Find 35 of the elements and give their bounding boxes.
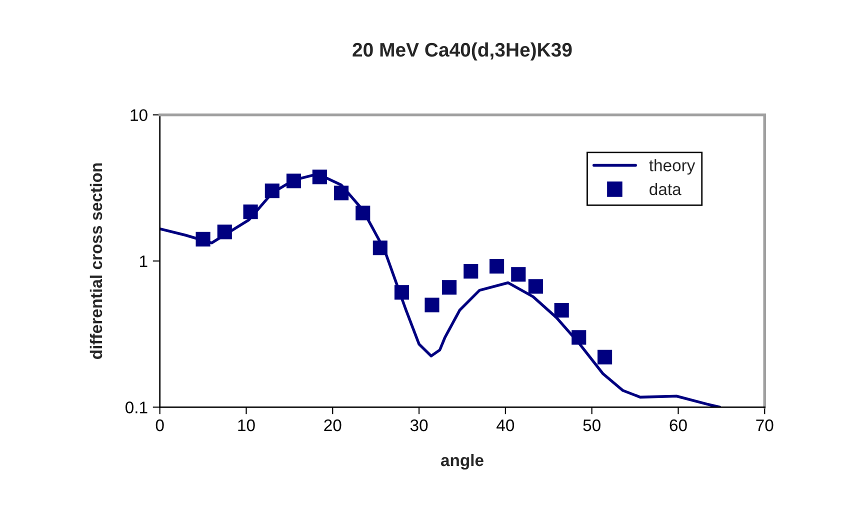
- point: [394, 285, 410, 300]
- y-tick-label: 0.1: [126, 402, 148, 414]
- chart-title: 20 MeV Ca40(d,3He)K39: [352, 42, 572, 61]
- point: [312, 170, 327, 184]
- point: [196, 232, 210, 246]
- point: [572, 330, 586, 345]
- x-tick-label: 50: [583, 419, 600, 432]
- point: [372, 240, 388, 256]
- point: [528, 279, 543, 294]
- point: [424, 298, 440, 312]
- x-tick-label: 20: [324, 419, 342, 432]
- point: [511, 267, 526, 282]
- point: [217, 224, 232, 240]
- point: [356, 206, 370, 220]
- y-axis-title: differential cross section: [90, 163, 102, 359]
- x-tick-label: 30: [410, 419, 428, 432]
- x-tick-label: 40: [496, 419, 514, 432]
- x-tick-label: 60: [670, 419, 687, 432]
- legend-label: data: [650, 182, 682, 196]
- point: [264, 184, 280, 198]
- point: [554, 303, 569, 318]
- point: [334, 186, 349, 200]
- point: [490, 259, 504, 274]
- x-tick-label: 10: [238, 419, 255, 432]
- point: [442, 280, 457, 295]
- y-tick-label: 10: [130, 109, 148, 122]
- point: [243, 204, 258, 220]
- x-tick-label: 70: [756, 419, 774, 432]
- x-tick-label: 0: [156, 419, 164, 432]
- point: [464, 264, 478, 279]
- y-tick-label: 1: [140, 256, 148, 268]
- point: [598, 350, 612, 364]
- x-axis-title: angle: [440, 454, 484, 470]
- point: [286, 174, 302, 188]
- legend-label: theory: [649, 159, 696, 175]
